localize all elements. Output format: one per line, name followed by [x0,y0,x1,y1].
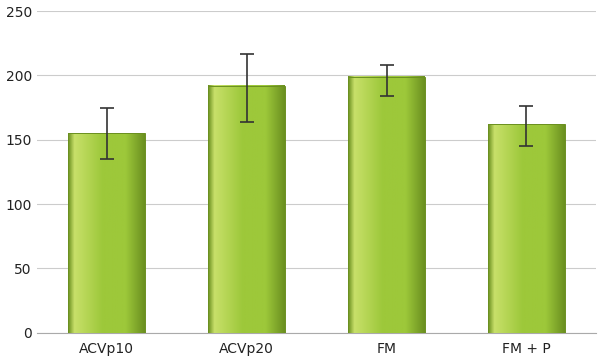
Bar [348,77,425,333]
Bar [208,86,285,333]
Bar [488,124,565,333]
Bar [68,133,145,333]
